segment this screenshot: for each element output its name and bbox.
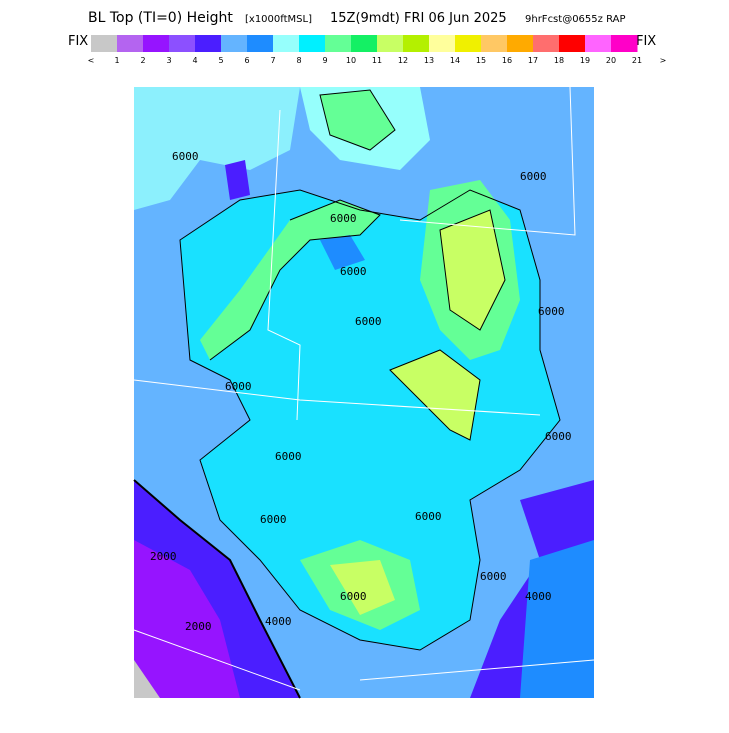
colorbar-swatch [195,35,222,52]
colorbar-swatch [143,35,170,52]
colorbar-tick-label: 21 [632,56,642,65]
colorbar-tick-label: 5 [218,56,223,65]
colorbar-tick-label: 6 [244,56,249,65]
region [200,200,380,360]
contour-label: 6000 [172,150,199,163]
colorbar-swatch [585,35,612,52]
forecast-info: 9hrFcst@0655z RAP [525,14,625,25]
region [330,560,395,615]
colorbar-swatch [559,35,586,52]
colorbar-swatch [507,35,534,52]
units: [x1000ftMSL] [245,14,312,25]
colorbar-tick-label: 10 [346,56,356,65]
border [133,629,301,691]
contour-line [389,349,481,441]
contour-label: 4000 [265,615,292,628]
border [267,109,301,421]
contour-label: 6000 [355,315,382,328]
colorbar-tick-label: 13 [424,56,434,65]
contour-label: 6000 [275,450,302,463]
colorbar-right-label: FIX [636,34,656,49]
region [134,660,160,698]
colorbar-tick-label: 20 [606,56,616,65]
colorbar-tick-label: 12 [398,56,408,65]
map: 6000 6000 6000 6000 6000 6000 6000 6000 … [133,86,595,699]
colorbar-tick-label: > [660,56,667,65]
colorbar-swatch [221,35,248,52]
valid-time: 15Z(9mdt) FRI 06 Jun 2025 [330,11,507,26]
colorbar-tick-label: 16 [502,56,512,65]
colorbar-tick-label: 17 [528,56,538,65]
colorbar-tick-label: 4 [192,56,197,65]
contour-line [319,89,396,151]
colorbar-swatch [533,35,560,52]
contours [133,89,561,699]
contour-label: 6000 [260,513,287,526]
region [320,235,365,270]
colorbar-swatch [273,35,300,52]
contour-label: 6000 [538,305,565,318]
colorbar-tick-label: < [88,56,95,65]
colorbar-swatch [455,35,482,52]
colorbar-swatch [117,35,144,52]
contour-line [133,479,301,699]
colorbar-swatch [611,35,638,52]
region [520,540,594,698]
colorbar-swatch [351,35,378,52]
colorbar-tick-label: 1 [114,56,119,65]
colorbar-tick-label: 19 [580,56,590,65]
colorbar-swatch [169,35,196,52]
contour-label: 6000 [330,212,357,225]
contour-label: 6000 [225,380,252,393]
contour-label: 2000 [150,550,177,563]
colorbar-tick-label: 11 [372,56,382,65]
colorbar-swatch [403,35,430,52]
state-borders [133,86,595,691]
region [225,160,250,200]
border [399,86,576,236]
region [440,210,505,330]
contour-line [439,209,506,331]
border [359,659,595,681]
contour-line [209,199,381,361]
colorbar-swatch [91,35,118,52]
contour-label: 2000 [185,620,212,633]
region [134,87,300,210]
contour-line [179,189,561,651]
contour-label: 4000 [525,590,552,603]
colorbar-swatch [429,35,456,52]
colorbar-tick-label: 2 [140,56,145,65]
title: BL Top (TI=0) Height [88,10,233,26]
border [133,379,541,416]
colorbar-swatch [247,35,274,52]
colorbar-swatch [325,35,352,52]
region [320,90,395,150]
contour-labels: 6000 6000 6000 6000 6000 6000 6000 6000 … [150,150,572,633]
colorbar-left-label: FIX [68,34,88,49]
header: BL Top (TI=0) Height [x1000ftMSL] 15Z(9m… [88,10,625,26]
colorbar-tick-label: 18 [554,56,564,65]
colorbar-tick-label: 15 [476,56,486,65]
contour-label: 6000 [480,570,507,583]
colorbar-swatch [299,35,326,52]
colorbar-tick-label: 9 [322,56,327,65]
contour-label: 6000 [340,265,367,278]
contour-label: 6000 [520,170,547,183]
contour-label: 6000 [340,590,367,603]
colorbar-tick-label: 7 [270,56,275,65]
colorbar-swatch [377,35,404,52]
colorbar-tick-label: 8 [296,56,301,65]
colorbar-tick-label: 3 [166,56,171,65]
contour-label: 6000 [415,510,442,523]
colorbar-swatch [481,35,508,52]
region [390,350,480,440]
contour-label: 6000 [545,430,572,443]
colorbar-tick-label: 14 [450,56,460,65]
colorbar: FIX FIX <1 2 3 4 5 6 7 8 9 10 11 12 13 14 15 16 17 18 19 20… [68,34,666,65]
